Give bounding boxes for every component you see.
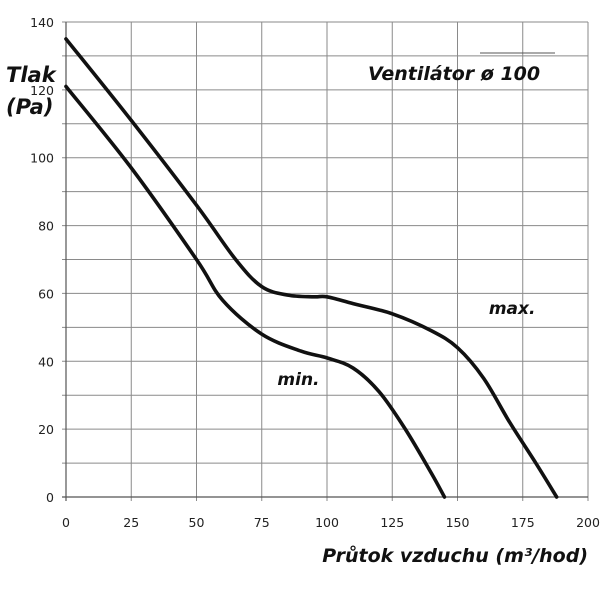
y-tick-label: 0: [46, 490, 54, 505]
grid-lines: [62, 21, 589, 501]
x-tick-label: 0: [62, 515, 70, 530]
curve-min: [64, 84, 447, 499]
series-label-max: max.: [489, 299, 536, 319]
x-tick-label: 100: [315, 515, 339, 530]
y-tick-label: 100: [30, 151, 54, 166]
chart-title: Ventilátor ø 100: [368, 63, 540, 85]
axes: [62, 22, 588, 501]
y-axis-label-line2: (Pa): [6, 95, 53, 119]
y-tick-label: 140: [30, 15, 54, 30]
curve-max: [64, 37, 559, 499]
performance-curves: [64, 37, 559, 499]
series-labels: max. min.: [277, 299, 535, 390]
x-tick-label: 75: [254, 515, 270, 530]
x-tick-label: 150: [446, 515, 470, 530]
y-tick-label: 60: [38, 286, 54, 301]
x-axis-label: Průtok vzduchu (m³/hod): [322, 544, 588, 567]
tick-labels: 0 25 50 75 100 125 150 175 200 0 20 40 60 80 100 120 140: [30, 15, 600, 530]
x-tick-label: 50: [189, 515, 205, 530]
y-axis-label-line1: Tlak: [6, 63, 58, 87]
x-tick-label: 25: [123, 515, 139, 530]
y-tick-label: 120: [30, 83, 54, 98]
x-tick-label: 175: [511, 515, 535, 530]
series-label-min: min.: [277, 370, 319, 390]
y-tick-label: 20: [38, 422, 54, 437]
x-tick-label: 125: [380, 515, 404, 530]
x-tick-label: 200: [576, 515, 600, 530]
y-tick-label: 80: [38, 219, 54, 234]
y-tick-label: 40: [38, 354, 54, 369]
